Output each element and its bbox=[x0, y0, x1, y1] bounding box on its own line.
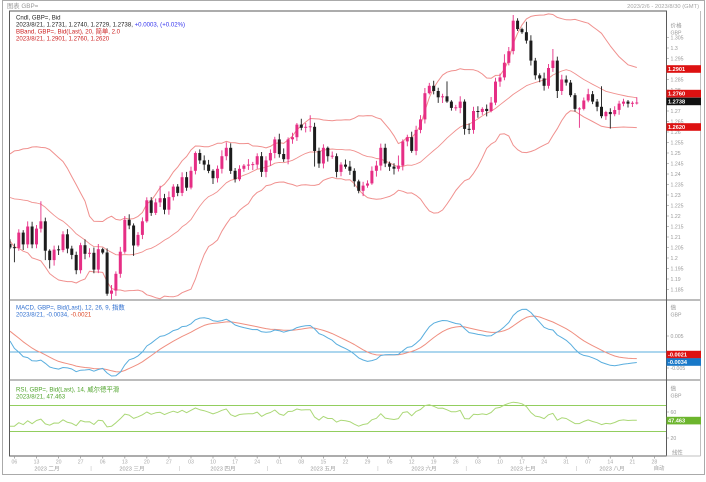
svg-text:|: | bbox=[377, 466, 378, 472]
svg-text:-0.005: -0.005 bbox=[671, 366, 686, 372]
svg-text:03: 03 bbox=[188, 460, 194, 466]
svg-text:10: 10 bbox=[497, 460, 503, 466]
svg-text:2023 二月: 2023 二月 bbox=[34, 466, 59, 473]
svg-text:14: 14 bbox=[607, 460, 613, 466]
svg-text:值: 值 bbox=[671, 304, 677, 312]
svg-text:28: 28 bbox=[652, 460, 658, 466]
svg-text:|: | bbox=[90, 466, 91, 472]
svg-text:1.285: 1.285 bbox=[671, 78, 684, 84]
svg-text:31: 31 bbox=[563, 460, 569, 466]
svg-text:22: 22 bbox=[343, 460, 349, 466]
svg-text:1.2901: 1.2901 bbox=[668, 67, 685, 73]
svg-text:2023 六月: 2023 六月 bbox=[411, 465, 436, 473]
svg-text:12: 12 bbox=[409, 460, 415, 466]
svg-text:27: 27 bbox=[166, 460, 172, 466]
svg-text:17: 17 bbox=[232, 460, 238, 466]
svg-text:2023/8/21, -0.0034, -0.0021: 2023/8/21, -0.0034, -0.0021 bbox=[16, 312, 92, 319]
svg-text:GBP: GBP bbox=[671, 313, 682, 319]
svg-text:2023/2/6 - 2023/8/30 (GMT): 2023/2/6 - 2023/8/30 (GMT) bbox=[627, 4, 699, 10]
svg-text:08: 08 bbox=[298, 460, 304, 466]
svg-text:Cndl, GBP=, Bid: Cndl, GBP=, Bid bbox=[16, 15, 61, 22]
svg-text:19: 19 bbox=[431, 460, 437, 466]
svg-text:|: | bbox=[576, 466, 577, 472]
svg-text:-0.0034: -0.0034 bbox=[668, 360, 688, 366]
svg-text:2023 四月: 2023 四月 bbox=[210, 466, 235, 473]
svg-text:1.295: 1.295 bbox=[671, 57, 684, 63]
svg-text:20: 20 bbox=[671, 436, 677, 442]
svg-text:1.305: 1.305 bbox=[671, 36, 684, 42]
svg-text:2023/8/21, 47.463: 2023/8/21, 47.463 bbox=[16, 394, 66, 401]
svg-text:26: 26 bbox=[453, 460, 459, 466]
svg-text:1.235: 1.235 bbox=[671, 183, 684, 189]
svg-text:1.2620: 1.2620 bbox=[668, 125, 685, 131]
svg-text:2023/8/21, 1.2731, 1.2740, 1.2: 2023/8/21, 1.2731, 1.2740, 1.2729, 1.273… bbox=[16, 22, 185, 29]
svg-text:2023 七月: 2023 七月 bbox=[510, 465, 535, 473]
svg-text:|: | bbox=[179, 466, 180, 472]
svg-text:1.27: 1.27 bbox=[671, 109, 681, 115]
svg-text:-0.0021: -0.0021 bbox=[668, 353, 687, 359]
svg-text:自动: 自动 bbox=[654, 464, 665, 472]
svg-text:线性: 线性 bbox=[672, 449, 683, 457]
svg-text:0.005: 0.005 bbox=[671, 334, 684, 340]
svg-text:1.19: 1.19 bbox=[671, 277, 681, 283]
svg-text:2023 五月: 2023 五月 bbox=[310, 466, 335, 473]
svg-text:1.225: 1.225 bbox=[671, 204, 684, 210]
svg-text:1.24: 1.24 bbox=[671, 172, 681, 178]
svg-text:1.2760: 1.2760 bbox=[668, 92, 685, 98]
svg-text:|: | bbox=[267, 466, 268, 472]
svg-text:1.25: 1.25 bbox=[671, 151, 681, 157]
svg-text:20: 20 bbox=[56, 460, 62, 466]
svg-text:1.2: 1.2 bbox=[671, 256, 678, 262]
svg-text:1.255: 1.255 bbox=[671, 141, 684, 147]
svg-text:21: 21 bbox=[630, 460, 636, 466]
svg-text:1.195: 1.195 bbox=[671, 267, 684, 273]
svg-text:|: | bbox=[466, 466, 467, 472]
svg-text:15: 15 bbox=[321, 460, 327, 466]
svg-text:1.21: 1.21 bbox=[671, 235, 681, 241]
svg-text:1.265: 1.265 bbox=[671, 120, 684, 126]
svg-text:1.2738: 1.2738 bbox=[668, 99, 685, 105]
svg-text:24: 24 bbox=[541, 460, 547, 466]
svg-text:2023 八月: 2023 八月 bbox=[599, 466, 624, 473]
svg-text:1.205: 1.205 bbox=[671, 246, 684, 252]
svg-text:MACD, GBP=, Bid(Last), 12, 26,: MACD, GBP=, Bid(Last), 12, 26, 9, 指数 bbox=[16, 303, 125, 312]
svg-text:1.22: 1.22 bbox=[671, 214, 681, 220]
svg-text:GBP: GBP bbox=[671, 31, 682, 37]
svg-text:2023/8/21, 1.2901, 1.2760, 1.2: 2023/8/21, 1.2901, 1.2760, 1.2620 bbox=[16, 36, 110, 43]
svg-text:13: 13 bbox=[34, 460, 40, 466]
svg-text:07: 07 bbox=[585, 460, 591, 466]
svg-text:17: 17 bbox=[519, 460, 525, 466]
svg-text:1.26: 1.26 bbox=[671, 130, 681, 136]
svg-text:1.215: 1.215 bbox=[671, 225, 684, 231]
svg-text:1.245: 1.245 bbox=[671, 162, 684, 168]
svg-text:GBP: GBP bbox=[671, 394, 682, 400]
svg-text:1.3: 1.3 bbox=[671, 46, 678, 52]
svg-text:06: 06 bbox=[12, 460, 18, 466]
svg-text:60: 60 bbox=[671, 410, 677, 416]
svg-text:13: 13 bbox=[122, 460, 128, 466]
svg-text:RSI, GBP=, Bid(Last), 14, 威尔德平: RSI, GBP=, Bid(Last), 14, 威尔德平滑 bbox=[16, 385, 120, 394]
svg-text:03: 03 bbox=[475, 460, 481, 466]
svg-text:29: 29 bbox=[365, 460, 371, 466]
svg-text:05: 05 bbox=[387, 460, 393, 466]
svg-text:1.185: 1.185 bbox=[671, 288, 684, 294]
svg-text:10: 10 bbox=[210, 460, 216, 466]
svg-text:27: 27 bbox=[78, 460, 84, 466]
svg-text:06: 06 bbox=[100, 460, 106, 466]
svg-text:价格: 价格 bbox=[671, 22, 683, 30]
svg-text:2023 三月: 2023 三月 bbox=[119, 466, 144, 473]
svg-text:01: 01 bbox=[276, 460, 282, 466]
svg-text:1.23: 1.23 bbox=[671, 193, 681, 199]
svg-text:24: 24 bbox=[254, 460, 260, 466]
svg-text:图表 GBP=: 图表 GBP= bbox=[7, 1, 39, 10]
svg-text:BBand, GBP=, Bid(Last), 20, 简单: BBand, GBP=, Bid(Last), 20, 简单, 2.0 bbox=[16, 27, 121, 36]
svg-text:值: 值 bbox=[671, 385, 677, 393]
svg-text:20: 20 bbox=[144, 460, 150, 466]
svg-text:47.463: 47.463 bbox=[668, 419, 685, 425]
